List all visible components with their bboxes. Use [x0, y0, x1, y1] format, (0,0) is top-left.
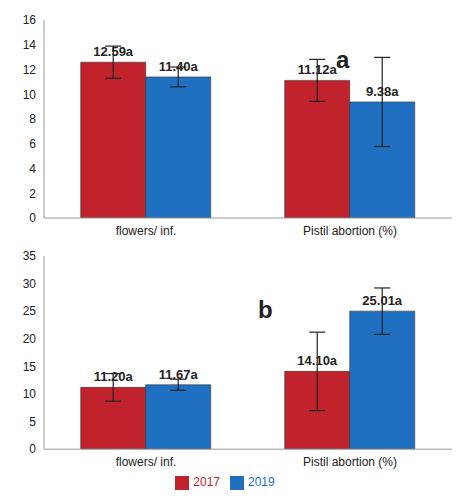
- svg-text:15: 15: [23, 360, 37, 374]
- svg-text:5: 5: [29, 415, 36, 429]
- svg-text:20: 20: [23, 332, 37, 346]
- svg-text:Pistil abortion (%): Pistil abortion (%): [303, 455, 397, 469]
- svg-text:flowers/ inf.: flowers/ inf.: [116, 224, 177, 238]
- html-text:b: b: [258, 296, 273, 323]
- svg-text:14.10a: 14.10a: [297, 353, 338, 368]
- svg-text:11.20a: 11.20a: [94, 369, 134, 384]
- svg-text:14: 14: [23, 38, 37, 52]
- html-text:2017: 2017: [193, 475, 220, 490]
- svg-text:4: 4: [29, 162, 36, 176]
- svg-text:25: 25: [23, 304, 37, 318]
- html-text:2019: 2019: [248, 475, 275, 490]
- svg-text:0: 0: [29, 442, 36, 456]
- svg-text:25.01a: 25.01a: [362, 293, 403, 308]
- svg-text:2: 2: [29, 187, 36, 201]
- svg-text:12: 12: [23, 63, 37, 77]
- svg-text:Pistil abortion (%): Pistil abortion (%): [303, 224, 397, 238]
- svg-text:10: 10: [23, 387, 37, 401]
- svg-text:11.12a: 11.12a: [298, 62, 338, 77]
- svg-text:30: 30: [23, 277, 37, 291]
- svg-text:11.67a: 11.67a: [159, 367, 199, 382]
- svg-text:12.59a: 12.59a: [93, 44, 134, 59]
- svg-text:10: 10: [23, 88, 37, 102]
- svg-text:11.40a: 11.40a: [159, 59, 199, 74]
- svg-text:16: 16: [23, 13, 37, 27]
- svg-text:8: 8: [29, 112, 36, 126]
- svg-text:flowers/ inf.: flowers/ inf.: [116, 455, 177, 469]
- svg-text:9.38a: 9.38a: [366, 84, 399, 99]
- html-text:a: a: [336, 46, 350, 73]
- svg-text:0: 0: [29, 211, 36, 225]
- svg-text:35: 35: [23, 249, 37, 263]
- svg-text:6: 6: [29, 137, 36, 151]
